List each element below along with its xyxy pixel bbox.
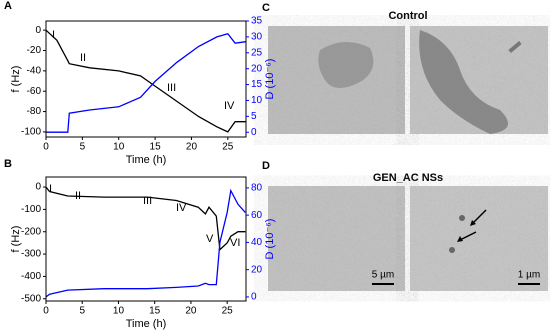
annotation: IV <box>176 202 187 214</box>
x-axis-label: Time (h) <box>126 318 167 330</box>
y-tick-label: -20 <box>27 45 42 56</box>
x-tick-label: 25 <box>222 306 234 317</box>
annotation: I <box>49 183 52 195</box>
y-tick-label: -40 <box>27 66 42 77</box>
x-tick-label: 20 <box>185 306 197 317</box>
y2-axis-label: D (10⁻⁶) <box>264 59 276 100</box>
sem-image <box>410 26 548 134</box>
data-line <box>45 186 246 251</box>
x-tick-label: 0 <box>43 306 49 317</box>
y2-tick-label: 35 <box>251 16 263 27</box>
annotation: II <box>80 52 86 64</box>
y-tick-label: -200 <box>21 226 41 237</box>
x-axis-label: Time (h) <box>126 154 167 166</box>
y-tick-label: 0 <box>35 25 41 36</box>
y2-tick-label: 0 <box>251 127 257 138</box>
annotation: II <box>75 190 81 202</box>
x-tick-label: 10 <box>113 142 125 153</box>
sem-image <box>268 26 405 134</box>
y2-tick-label: 20 <box>251 264 263 275</box>
panel-label: D <box>262 160 270 172</box>
x-tick-label: 5 <box>79 306 85 317</box>
y-tick-label: -400 <box>21 271 41 282</box>
annotation: III <box>143 195 152 207</box>
sem-image <box>410 186 548 291</box>
y2-tick-label: 80 <box>251 183 263 194</box>
x-tick-label: 20 <box>186 142 198 153</box>
annotation: IV <box>224 100 235 112</box>
y-tick-label: 0 <box>35 182 41 193</box>
annotation: VI <box>230 237 240 249</box>
y-tick-label: -300 <box>21 249 41 260</box>
scale-bar-label: 5 µm <box>372 270 394 281</box>
y2-tick-label: 10 <box>251 95 263 106</box>
annotation: III <box>167 82 176 94</box>
scale-bar-label: 1 µm <box>518 270 540 281</box>
data-line <box>45 29 246 133</box>
panel-label: B <box>4 158 12 170</box>
panel-title: GEN_AC NSs <box>373 172 443 184</box>
x-tick-label: 25 <box>222 142 234 153</box>
data-line <box>46 32 247 133</box>
x-tick-label: 10 <box>113 306 125 317</box>
y2-axis-label: D (10⁻⁶) <box>264 219 276 260</box>
y-axis-label: f (Hz) <box>10 226 22 253</box>
plot-frame <box>45 176 247 302</box>
y-tick-label: -500 <box>21 293 41 304</box>
y2-tick-label: 60 <box>251 210 263 221</box>
y-tick-label: -80 <box>27 106 42 117</box>
x-tick-label: 15 <box>149 306 161 317</box>
y2-tick-label: 30 <box>251 32 263 43</box>
panel-label: A <box>4 0 12 12</box>
y2-tick-label: 15 <box>251 79 263 90</box>
y2-tick-label: 40 <box>251 237 263 248</box>
y-tick-label: -60 <box>27 86 42 97</box>
annotation: I <box>52 29 55 41</box>
y2-tick-label: 25 <box>251 47 263 58</box>
y2-tick-label: 20 <box>251 63 263 74</box>
y-tick-label: -100 <box>21 204 41 215</box>
y2-tick-label: 5 <box>251 111 257 122</box>
y2-tick-label: 0 <box>251 292 257 303</box>
x-tick-label: 0 <box>43 142 49 153</box>
y-axis-label: f (Hz) <box>10 66 22 93</box>
x-tick-label: 5 <box>80 142 86 153</box>
plot-frame <box>45 20 247 138</box>
x-tick-label: 15 <box>150 142 162 153</box>
annotation: V <box>206 233 214 245</box>
sem-image <box>268 186 405 291</box>
y-tick-label: -100 <box>21 127 41 138</box>
panel-title: Control <box>388 10 427 22</box>
data-line <box>45 188 246 298</box>
panel-label: C <box>262 2 270 14</box>
